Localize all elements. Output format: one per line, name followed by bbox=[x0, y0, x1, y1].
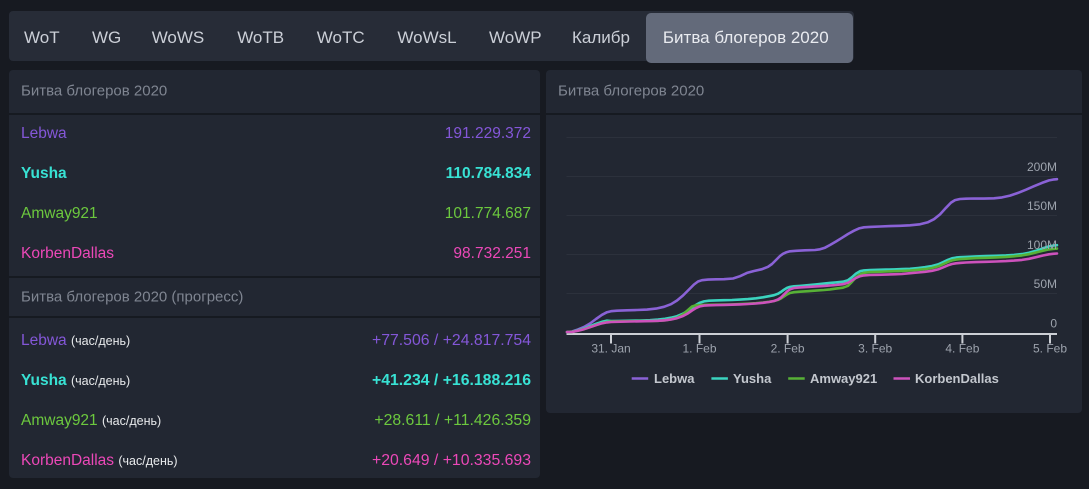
svg-text:5. Feb: 5. Feb bbox=[1033, 342, 1067, 356]
svg-text:3. Feb: 3. Feb bbox=[858, 342, 892, 356]
svg-text:50M: 50M bbox=[1034, 277, 1057, 291]
svg-text:31. Jan: 31. Jan bbox=[591, 342, 630, 356]
svg-text:0: 0 bbox=[1050, 317, 1057, 331]
svg-text:Yusha: Yusha bbox=[733, 371, 772, 386]
svg-text:2. Feb: 2. Feb bbox=[771, 342, 805, 356]
svg-text:4. Feb: 4. Feb bbox=[945, 342, 979, 356]
svg-text:200M: 200M bbox=[1027, 160, 1057, 174]
svg-text:1. Feb: 1. Feb bbox=[682, 342, 716, 356]
svg-text:Amway921: Amway921 bbox=[810, 371, 877, 386]
svg-text:Lebwa: Lebwa bbox=[654, 371, 695, 386]
svg-text:100M: 100M bbox=[1027, 238, 1057, 252]
svg-text:150M: 150M bbox=[1027, 199, 1057, 213]
svg-text:KorbenDallas: KorbenDallas bbox=[915, 371, 999, 386]
